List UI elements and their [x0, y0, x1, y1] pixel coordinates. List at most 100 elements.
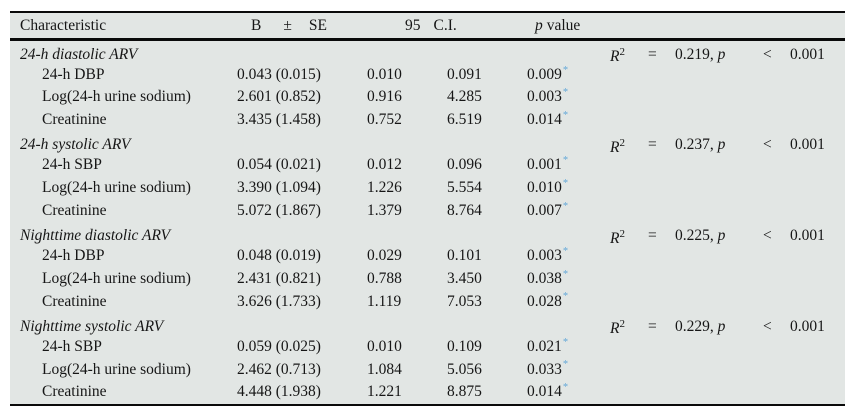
ci-upper-value: 4.285 — [447, 88, 482, 106]
r-squared-value: 0.225, p — [675, 227, 726, 245]
p-value-cell: 0.003* — [527, 87, 569, 106]
header-ci-label: C.I. — [433, 17, 457, 34]
ci-upper-value: 7.053 — [447, 292, 482, 310]
table-row: Log(24-h urine sodium) 3.390 (1.094) 1.2… — [10, 177, 845, 200]
r-symbol: R — [610, 229, 620, 247]
significance-asterisk: * — [562, 359, 569, 371]
row-label: Creatinine — [42, 111, 107, 129]
r-exponent: 2 — [619, 46, 625, 58]
row-label: 24-h DBP — [42, 65, 105, 83]
significance-asterisk: * — [562, 291, 569, 303]
header-b: B — [251, 17, 262, 34]
equals-sign: = — [648, 136, 657, 154]
header-ci: 95 C.I. — [367, 13, 525, 38]
table-row: Creatinine 4.448 (1.938) 1.221 8.875 0.0… — [10, 381, 845, 404]
p-value-cell: 0.003* — [527, 246, 569, 265]
p-value-cell: 0.021* — [527, 336, 569, 355]
row-label: Log(24-h urine sodium) — [42, 179, 191, 197]
p-value-cell: 0.014* — [527, 109, 569, 129]
ci-upper-value: 3.450 — [447, 269, 482, 287]
r-squared-symbol: R2 — [600, 41, 645, 69]
equals-sign: = — [648, 45, 657, 63]
r-exponent: 2 — [619, 136, 625, 149]
p-threshold: 0.001 — [790, 227, 825, 245]
row-label: Log(24-h urine sodium) — [42, 88, 191, 106]
table-row: 24-h DBP 0.043 (0.015) 0.010 0.091 0.009… — [10, 64, 845, 87]
section-title-row: Nighttime systolic ARV R2 = 0.229, p < 0… — [10, 313, 845, 338]
p-value-cell: 0.010* — [527, 177, 569, 197]
row-label: 24-h SBP — [42, 337, 102, 355]
section-title: 24-h systolic ARV — [20, 136, 131, 154]
b-se-value: 3.390 (1.094) — [237, 179, 321, 197]
header-characteristic: Characteristic — [20, 17, 107, 34]
p-symbol: p — [717, 136, 726, 154]
significance-asterisk: * — [562, 177, 569, 189]
p-symbol: p — [717, 317, 726, 335]
p-threshold: 0.001 — [790, 45, 825, 63]
equals-sign: = — [648, 227, 657, 245]
significance-asterisk: * — [562, 336, 569, 348]
ci-lower-value: 0.788 — [367, 269, 402, 287]
value-word: value — [546, 17, 581, 34]
p-value-cell: 0.009* — [527, 64, 569, 83]
ci-lower-value: 1.084 — [367, 360, 402, 378]
p-value-cell: 0.033* — [527, 359, 569, 378]
ci-lower-value: 1.119 — [367, 292, 402, 310]
ci-upper-value: 5.056 — [447, 360, 482, 378]
less-than-sign: < — [763, 136, 772, 154]
ci-lower-value: 1.226 — [367, 179, 402, 197]
b-se-value: 2.431 (0.821) — [237, 269, 321, 287]
r-squared-value: 0.237, p — [675, 136, 726, 154]
row-label: Creatinine — [42, 383, 107, 401]
section-title-row: 24-h diastolic ARV R2 = 0.219, p < 0.001 — [10, 41, 845, 66]
b-se-value: 3.435 (1.458) — [237, 111, 321, 129]
ci-lower-value: 0.010 — [367, 65, 402, 83]
row-label: 24-h SBP — [42, 156, 102, 174]
header-p-value: p value — [525, 13, 600, 38]
table-row: Log(24-h urine sodium) 2.462 (0.713) 1.0… — [10, 359, 845, 382]
b-se-value: 4.448 (1.938) — [237, 383, 321, 401]
less-than-sign: < — [763, 45, 772, 63]
r-squared-value: 0.229, p — [675, 317, 726, 335]
table-row: Creatinine 3.435 (1.458) 0.752 6.519 0.0… — [10, 109, 845, 132]
b-se-value: 0.043 (0.015) — [237, 65, 321, 83]
significance-asterisk: * — [562, 382, 569, 394]
r-exponent: 2 — [619, 227, 625, 240]
ci-upper-value: 5.554 — [447, 179, 482, 197]
ci-lower-value: 0.010 — [367, 337, 402, 355]
b-se-value: 2.462 (0.713) — [237, 360, 321, 378]
significance-asterisk: * — [562, 155, 569, 167]
r-squared-symbol: R2 — [600, 313, 645, 341]
table-row: 24-h DBP 0.048 (0.019) 0.029 0.101 0.003… — [10, 245, 845, 268]
b-se-value: 0.059 (0.025) — [237, 337, 321, 355]
table-header-row: Characteristic B ± SE 95 C.I. p value — [10, 13, 845, 41]
ci-lower-value: 0.916 — [367, 88, 402, 106]
r-symbol: R — [610, 320, 620, 338]
row-label: Log(24-h urine sodium) — [42, 360, 191, 378]
ci-upper-value: 8.764 — [447, 201, 482, 219]
header-se: SE — [308, 17, 327, 34]
regression-results-table: Characteristic B ± SE 95 C.I. p value 24-h d… — [10, 11, 845, 406]
ci-lower-value: 0.029 — [367, 247, 402, 265]
table-row: Log(24-h urine sodium) 2.601 (0.852) 0.9… — [10, 86, 845, 109]
row-label: Creatinine — [42, 292, 107, 310]
equals-sign: = — [648, 317, 657, 335]
significance-asterisk: * — [562, 109, 569, 121]
p-value-cell: 0.014* — [527, 382, 569, 401]
section-title-row: 24-h systolic ARV R2 = 0.237, p < 0.001 — [10, 132, 845, 156]
p-value-cell: 0.028* — [527, 291, 569, 310]
p-value-cell: 0.001* — [527, 155, 569, 174]
significance-asterisk: * — [562, 87, 569, 99]
p-threshold: 0.001 — [790, 317, 825, 335]
p-symbol: p — [535, 17, 543, 34]
plus-minus-symbol: ± — [283, 17, 292, 34]
less-than-sign: < — [763, 317, 772, 335]
ci-lower-value: 1.221 — [367, 383, 402, 401]
significance-asterisk: * — [562, 246, 569, 258]
b-se-value: 3.626 (1.733) — [237, 292, 321, 310]
r-squared-symbol: R2 — [600, 132, 645, 160]
ci-upper-value: 0.109 — [447, 337, 482, 355]
b-se-value: 0.048 (0.019) — [237, 247, 321, 265]
ci-lower-value: 0.012 — [367, 156, 402, 174]
